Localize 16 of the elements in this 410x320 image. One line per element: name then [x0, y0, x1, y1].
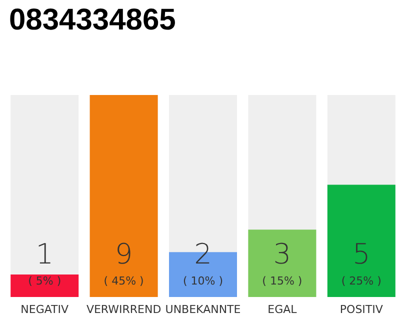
data-label: ( 45% ) — [104, 274, 144, 288]
x-tick-label: VERWIRREND — [86, 303, 162, 316]
annotation: 1 — [36, 238, 54, 270]
x-tick-label: POSITIV — [340, 303, 384, 316]
annotation: 9 — [114, 238, 133, 270]
x-tick-label: UNBEKANNTE — [165, 303, 241, 316]
data-label: ( 25% ) — [341, 274, 382, 288]
data-label: ( 15% ) — [262, 274, 302, 288]
annotation: 3 — [273, 238, 292, 270]
bar — [10, 274, 79, 297]
chart-title: 0834334865 — [9, 4, 176, 36]
x-tick-label: NEGATIV — [20, 303, 69, 316]
x-tick-label: EGAL — [268, 303, 298, 316]
data-label: ( 10% ) — [182, 274, 224, 288]
data-label: ( 5% ) — [28, 274, 62, 288]
annotation: 5 — [352, 238, 370, 270]
